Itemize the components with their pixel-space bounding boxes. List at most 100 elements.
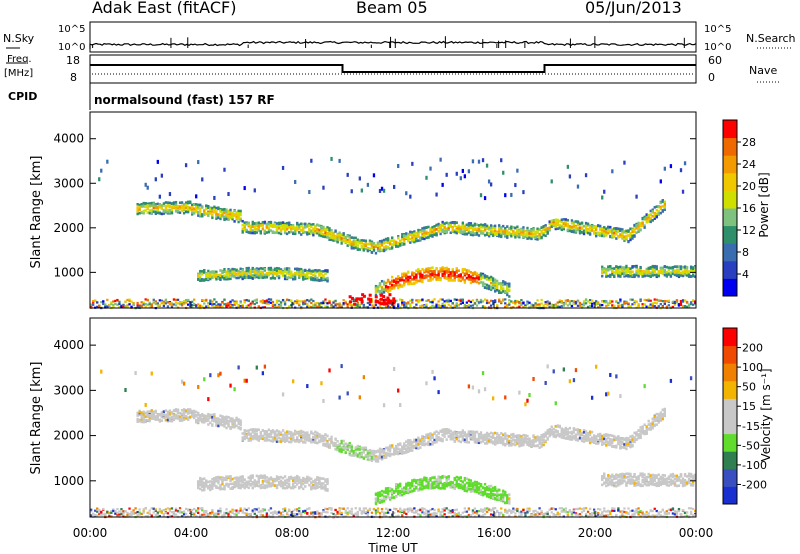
power-cell bbox=[689, 301, 693, 304]
power-cell bbox=[611, 267, 614, 271]
power-cell bbox=[247, 274, 250, 278]
power-cell bbox=[421, 229, 424, 232]
power-cell bbox=[653, 217, 656, 220]
power-cell bbox=[669, 274, 673, 278]
power-cell bbox=[597, 302, 600, 306]
power-cell bbox=[138, 211, 141, 215]
power-cell bbox=[382, 291, 386, 294]
velocity-cell bbox=[199, 413, 202, 417]
power-cell bbox=[393, 239, 396, 242]
power-cell bbox=[324, 227, 327, 231]
power-cell bbox=[427, 225, 430, 229]
velocity-cell bbox=[150, 413, 153, 416]
power-cell bbox=[675, 274, 679, 277]
power-cell bbox=[390, 279, 394, 283]
power-cell bbox=[683, 273, 687, 277]
power-cell bbox=[455, 302, 458, 305]
power-cell bbox=[292, 225, 295, 229]
power-cell bbox=[439, 229, 442, 232]
power-cell bbox=[576, 226, 580, 230]
power-cell bbox=[671, 305, 675, 309]
power-cell bbox=[491, 279, 495, 283]
power-cell bbox=[467, 274, 471, 277]
power-cell bbox=[586, 228, 590, 231]
power-cell bbox=[221, 208, 224, 211]
power-cell bbox=[239, 272, 242, 276]
velocity-cell bbox=[217, 419, 220, 423]
power-cell bbox=[164, 204, 168, 208]
power-cell bbox=[506, 235, 509, 238]
power-cell bbox=[479, 281, 483, 284]
power-cell bbox=[419, 305, 422, 308]
power-cell bbox=[647, 216, 650, 220]
velocity-cell bbox=[229, 419, 232, 423]
velocity-cell bbox=[237, 479, 240, 483]
power-cell bbox=[346, 172, 349, 177]
power-cell bbox=[302, 226, 305, 229]
velocity-cell bbox=[156, 512, 159, 516]
power-cell bbox=[502, 288, 505, 291]
power-cell bbox=[687, 305, 691, 309]
power-cell bbox=[215, 217, 218, 220]
power-cell bbox=[663, 271, 666, 274]
power-cell bbox=[625, 268, 628, 272]
velocity-cell bbox=[211, 478, 214, 481]
velocity-cell bbox=[217, 510, 220, 513]
power-cell bbox=[304, 273, 307, 277]
power-cell bbox=[401, 299, 404, 302]
power-cell bbox=[520, 303, 523, 307]
power-cell bbox=[338, 232, 341, 236]
power-cell bbox=[312, 232, 315, 235]
power-cell bbox=[528, 232, 531, 235]
power-cell bbox=[158, 299, 161, 302]
power-cell bbox=[397, 235, 400, 238]
power-cell bbox=[277, 276, 281, 280]
velocity-cell bbox=[164, 508, 168, 511]
power-cell bbox=[661, 300, 664, 303]
velocity-cell bbox=[201, 482, 204, 486]
velocity-cell bbox=[148, 509, 151, 512]
power-cell bbox=[627, 230, 630, 233]
power-cell bbox=[346, 238, 349, 242]
power-cell bbox=[342, 303, 345, 306]
power-cell bbox=[461, 232, 464, 236]
power-cell bbox=[207, 210, 210, 214]
power-cell bbox=[461, 223, 464, 226]
power-cell bbox=[320, 225, 323, 229]
power-cell bbox=[332, 305, 335, 308]
power-cell bbox=[324, 272, 327, 275]
power-cell bbox=[601, 229, 604, 232]
power-cell bbox=[673, 265, 677, 268]
power-cell bbox=[469, 226, 473, 230]
power-cell bbox=[160, 299, 164, 302]
power-cell bbox=[94, 299, 97, 302]
power-cell bbox=[397, 303, 400, 306]
power-cell bbox=[584, 299, 588, 302]
power-cell bbox=[197, 214, 200, 217]
power-cell bbox=[439, 277, 442, 280]
power-cell bbox=[221, 210, 224, 214]
power-cell bbox=[227, 215, 230, 219]
power-cell bbox=[461, 231, 464, 234]
power-cell bbox=[451, 278, 454, 282]
power-cell bbox=[415, 273, 418, 277]
power-cell bbox=[663, 200, 666, 204]
power-cell bbox=[352, 299, 355, 303]
power-cell bbox=[211, 274, 214, 277]
power-cell bbox=[298, 225, 301, 229]
power-cell bbox=[627, 234, 630, 237]
power-cell bbox=[259, 231, 262, 235]
power-cell bbox=[494, 281, 497, 284]
power-cell bbox=[336, 232, 339, 236]
power-cell bbox=[637, 229, 640, 232]
velocity-cell bbox=[201, 507, 204, 510]
velocity-cell bbox=[201, 412, 204, 416]
power-cell bbox=[287, 223, 291, 227]
velocity-cell bbox=[154, 409, 157, 413]
power-cell bbox=[126, 306, 129, 309]
power-cell bbox=[405, 276, 408, 280]
power-cell bbox=[427, 266, 430, 270]
power-cell bbox=[235, 211, 238, 214]
power-cell bbox=[556, 218, 559, 222]
power-cell bbox=[150, 201, 153, 205]
